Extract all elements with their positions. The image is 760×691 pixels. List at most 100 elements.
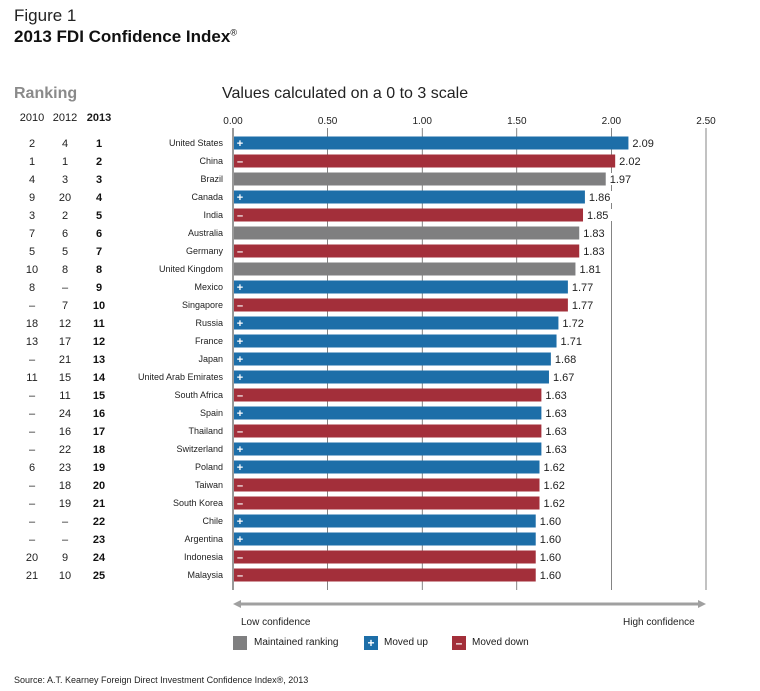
source-note: Source: A.T. Kearney Foreign Direct Inve… [14,675,309,685]
data-label-backing [582,227,609,239]
plus-icon: + [237,138,243,150]
rank-2013: 6 [96,228,102,240]
data-label-backing [538,533,565,545]
rank-2010: 2 [29,138,35,150]
rank-2012: 10 [59,570,71,582]
country-label: India [203,210,223,220]
data-label-backing [587,191,614,203]
country-label: South Africa [174,390,223,400]
rank-2012: 24 [59,408,71,420]
data-label-backing [586,209,613,221]
plus-icon: + [237,516,243,528]
data-label: 1.63 [545,390,566,402]
data-label: 1.97 [610,174,631,186]
data-label-backing [542,461,569,473]
data-label: 1.68 [555,354,576,366]
minus-icon: – [237,498,243,510]
bar [234,190,585,204]
data-label: 1.86 [589,192,610,204]
country-label: Taiwan [195,480,223,490]
data-label: 1.63 [545,426,566,438]
confidence-arrow-left [233,600,241,608]
rank-2012: 17 [59,336,71,348]
data-label: 1.77 [572,282,593,294]
rank-2010: – [29,426,36,438]
rank-2012: 8 [62,264,68,276]
plus-icon: + [237,444,243,456]
legend-moved-down-label: Moved down [472,637,529,648]
figure-title-text: 2013 FDI Confidence Index [14,27,231,46]
data-label-backing [570,281,597,293]
rank-2010: – [29,300,36,312]
rank-2010: 6 [29,462,35,474]
rank-2012: 21 [59,354,71,366]
low-confidence-label: Low confidence [241,617,311,628]
data-label: 1.60 [540,552,561,564]
legend-maintained: Maintained ranking [233,636,353,652]
rank-2012: 12 [59,318,71,330]
data-label: 1.83 [583,246,604,258]
rank-2013: 25 [93,570,105,582]
data-label: 1.62 [544,498,565,510]
bar [234,406,542,420]
rank-2010: 20 [26,552,38,564]
rank-2013: 20 [93,480,105,492]
bar [234,316,559,330]
minus-icon: – [237,156,243,168]
rank-2013: 10 [93,300,105,312]
data-label-backing [553,353,580,365]
plus-icon: + [237,408,243,420]
rank-2013: 2 [96,156,102,168]
rank-2013: 22 [93,516,105,528]
rank-2013: 15 [93,390,105,402]
rank-2012: 3 [62,174,68,186]
rank-2010: – [29,444,36,456]
rank-2012: 2 [62,210,68,222]
rank-2010: – [29,408,36,420]
data-label: 2.09 [632,138,653,150]
data-label-backing [618,155,645,167]
rank-2013: 3 [96,174,102,186]
data-label-backing [544,389,571,401]
data-label: 1.81 [579,264,600,276]
bar [234,172,606,186]
legend-maintained-swatch [233,636,247,650]
rank-2010: 5 [29,246,35,258]
data-label-backing [544,443,571,455]
country-label: Indonesia [184,552,223,562]
minus-icon: – [237,570,243,582]
data-label-backing [559,335,586,347]
rank-2010: – [29,390,36,402]
minus-icon: – [237,210,243,222]
data-label-backing [538,569,565,581]
bar [234,154,616,168]
data-label: 1.67 [553,372,574,384]
rank-2012: 15 [59,372,71,384]
plus-icon: + [237,318,243,330]
country-label: Australia [188,228,223,238]
data-label: 1.77 [572,300,593,312]
rank-2012: 5 [62,246,68,258]
country-label: Switzerland [176,444,223,454]
bar [234,460,540,474]
data-label: 1.71 [561,336,582,348]
bar [234,514,536,528]
minus-icon: – [237,552,243,564]
x-tick-label: 0.00 [223,116,243,127]
rank-2013: 24 [93,552,106,564]
rank-2012: – [62,534,69,546]
country-label: Singapore [182,300,223,310]
bar [234,298,568,312]
bar [234,370,549,384]
rank-2013: 4 [96,192,103,204]
country-label: United Kingdom [159,264,223,274]
high-confidence-label: High confidence [623,617,695,628]
legend-moved-down: – Moved down [452,636,552,652]
rank-2010: – [29,498,36,510]
rank-2013: 21 [93,498,105,510]
rank-2013: 7 [96,246,102,258]
country-label: United States [169,138,224,148]
country-label: South Korea [173,498,223,508]
data-label: 1.85 [587,210,608,222]
x-tick-label: 2.50 [696,116,716,127]
